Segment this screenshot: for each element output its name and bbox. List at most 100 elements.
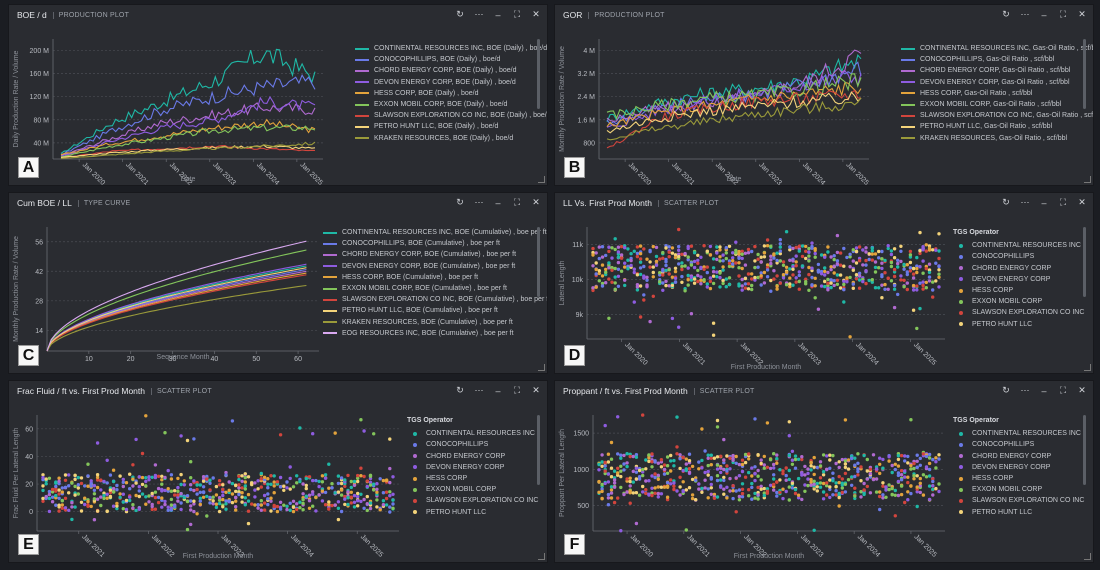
scatter-point[interactable] [727, 276, 732, 280]
scatter-point[interactable] [727, 259, 732, 263]
scatter-point[interactable] [762, 244, 767, 248]
scatter-point[interactable] [54, 489, 58, 493]
scatter-point[interactable] [812, 465, 816, 469]
scatter-point[interactable] [924, 465, 929, 469]
scatter-point[interactable] [927, 262, 932, 266]
scatter-point[interactable] [826, 270, 830, 275]
scatter-point[interactable] [678, 493, 682, 497]
scatter-point[interactable] [788, 248, 792, 252]
scatter-point[interactable] [372, 488, 376, 492]
scatter-point[interactable] [631, 469, 635, 474]
scatter-point[interactable] [375, 482, 379, 486]
scatter-point[interactable] [275, 509, 280, 514]
scatter-point[interactable] [883, 287, 887, 291]
scatter-point[interactable] [912, 477, 916, 481]
scatter-point[interactable] [176, 476, 180, 481]
scatter-point[interactable] [311, 478, 315, 483]
scatter-point[interactable] [92, 518, 97, 522]
scatter-point[interactable] [722, 437, 726, 442]
scatter-point[interactable] [628, 501, 632, 505]
scatter-point[interactable] [327, 462, 331, 466]
scatter-point[interactable] [600, 274, 605, 278]
scatter-point[interactable] [304, 486, 308, 491]
scatter-point[interactable] [778, 281, 782, 285]
scatter-point[interactable] [224, 502, 228, 506]
scatter-point[interactable] [381, 491, 386, 495]
plot-area[interactable]: 1500 1000 500 Jan 2020 Jan 2021 Jan 2022 Jan 2… [555, 401, 1093, 562]
scatter-point[interactable] [678, 466, 682, 471]
scatter-point[interactable] [927, 270, 932, 275]
scatter-point[interactable] [772, 253, 776, 257]
scatter-point[interactable] [689, 278, 694, 282]
scatter-point[interactable] [921, 473, 926, 477]
scatter-point[interactable] [609, 466, 614, 470]
scatter-point[interactable] [150, 507, 154, 512]
scatter-point[interactable] [642, 247, 646, 251]
scatter-point[interactable] [937, 268, 941, 272]
scatter-point[interactable] [699, 265, 703, 270]
scatter-point[interactable] [67, 491, 71, 495]
scatter-point[interactable] [884, 495, 888, 499]
series-line[interactable] [606, 89, 862, 149]
scatter-point[interactable] [809, 468, 813, 472]
scatter-point[interactable] [648, 248, 652, 253]
scatter-point[interactable] [333, 491, 337, 495]
scatter-point[interactable] [937, 482, 941, 486]
scatter-point[interactable] [696, 279, 700, 284]
scatter-point[interactable] [740, 252, 744, 256]
scatter-point[interactable] [262, 501, 267, 505]
scatter-point[interactable] [737, 252, 741, 256]
scatter-point[interactable] [67, 484, 71, 488]
scatter-point[interactable] [890, 470, 894, 475]
scatter-point[interactable] [304, 476, 308, 481]
scatter-point[interactable] [217, 496, 222, 500]
scatter-point[interactable] [877, 286, 881, 290]
scatter-point[interactable] [83, 484, 87, 488]
scatter-point[interactable] [272, 474, 276, 478]
scatter-point[interactable] [362, 429, 366, 433]
scatter-point[interactable] [612, 500, 617, 505]
scatter-point[interactable] [837, 504, 841, 508]
scatter-point[interactable] [99, 495, 103, 499]
scatter-point[interactable] [253, 488, 257, 492]
scatter-point[interactable] [934, 248, 938, 252]
scatter-point[interactable] [606, 452, 611, 456]
scatter-point[interactable] [703, 470, 707, 475]
scatter-point[interactable] [612, 469, 617, 473]
scatter-point[interactable] [890, 492, 894, 497]
scatter-point[interactable] [613, 237, 617, 241]
scatter-point[interactable] [673, 266, 678, 270]
scatter-point[interactable] [282, 503, 286, 507]
scatter-point[interactable] [677, 248, 681, 252]
scatter-point[interactable] [597, 271, 601, 276]
scatter-point[interactable] [665, 495, 670, 499]
scatter-point[interactable] [708, 276, 713, 280]
scatter-point[interactable] [837, 480, 841, 485]
scatter-point[interactable] [881, 466, 885, 470]
scatter-point[interactable] [610, 266, 614, 270]
scatter-point[interactable] [762, 486, 766, 491]
scatter-point[interactable] [874, 477, 879, 481]
scatter-point[interactable] [597, 468, 601, 472]
scatter-point[interactable] [57, 479, 61, 483]
scatter-point[interactable] [781, 260, 786, 264]
scatter-point[interactable] [837, 465, 841, 470]
scatter-point[interactable] [746, 272, 751, 276]
scatter-point[interactable] [816, 268, 821, 272]
scatter-point[interactable] [359, 492, 363, 496]
scatter-point[interactable] [619, 456, 623, 460]
scatter-point[interactable] [95, 473, 100, 477]
scatter-point[interactable] [931, 477, 935, 481]
scatter-point[interactable] [911, 283, 916, 288]
scatter-point[interactable] [711, 333, 716, 337]
scatter-point[interactable] [931, 457, 935, 462]
scatter-point[interactable] [160, 489, 164, 493]
scatter-point[interactable] [690, 493, 695, 497]
minimize-icon[interactable]: – [1041, 197, 1047, 208]
scatter-point[interactable] [781, 469, 785, 473]
refresh-icon[interactable]: ↻ [456, 9, 464, 19]
scatter-point[interactable] [864, 281, 868, 286]
scatter-point[interactable] [661, 288, 665, 292]
scatter-point[interactable] [121, 507, 126, 511]
minimize-icon[interactable]: – [1041, 385, 1047, 396]
